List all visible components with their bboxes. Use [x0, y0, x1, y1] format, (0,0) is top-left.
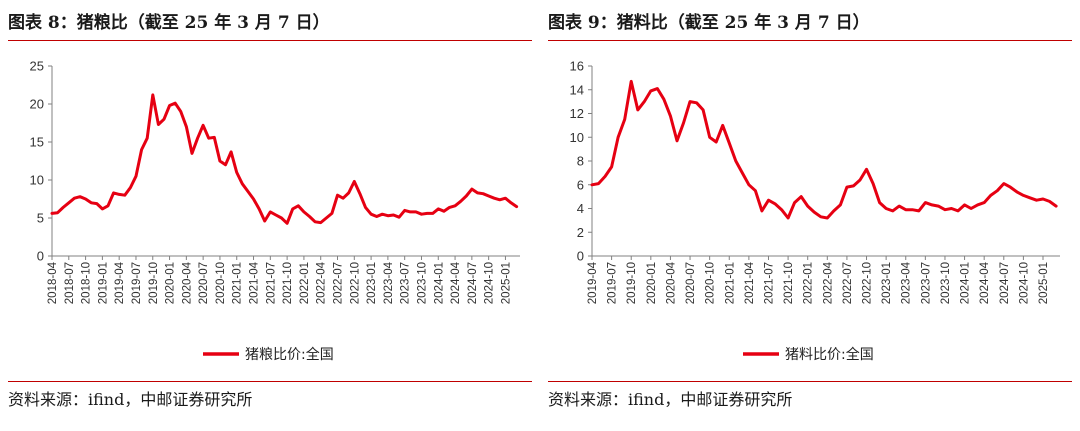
x-tick-label: 2020-10: [705, 262, 717, 304]
title-divider: [548, 40, 1072, 41]
x-tick-label: 2022-10: [862, 262, 874, 304]
y-tick-label: 10: [30, 173, 44, 188]
x-tick-label: 2024-01: [433, 262, 445, 304]
pig-grain-ratio-chart: 0 5 10 15 20 25 2018-04 2018-07 2018-10 2019-01 20…: [30, 59, 520, 363]
source-note: 资料来源：ifind，中邮证券研究所: [548, 390, 793, 409]
x-tick-label: 2024-04: [979, 261, 991, 304]
x-tick-label: 2022-04: [822, 261, 834, 304]
chart-title: 图表 9：猪料比（截至 25 年 3 月 7 日）: [548, 13, 870, 33]
x-tick-label: 2023-10: [416, 262, 428, 304]
x-tick-label: 2020-01: [165, 262, 177, 304]
x-tick-label: 2023-07: [920, 262, 932, 304]
x-tick-label: 2021-01: [232, 262, 244, 304]
legend-label: 猪粮比价:全国: [245, 346, 334, 363]
x-tick-label: 2022-10: [349, 262, 361, 304]
y-tick-label: 10: [570, 130, 584, 145]
x-tick-label: 2023-01: [881, 262, 893, 304]
x-tick-label: 2024-10: [484, 262, 496, 304]
x-tick-label: 2023-04: [901, 261, 913, 304]
x-tick-label: 2023-04: [383, 261, 395, 304]
series-line: [590, 79, 1058, 220]
x-tick-label: 2022-04: [316, 261, 328, 304]
x-tick-label: 2019-01: [97, 262, 109, 304]
x-tick-label: 2021-10: [783, 262, 795, 304]
x-tick-label: 2019-07: [131, 262, 143, 304]
x-tick-label: 2021-01: [724, 262, 736, 304]
y-tick-label: 0: [37, 249, 44, 264]
x-tick-label: 2023-10: [940, 262, 952, 304]
x-tick-label: 2024-07: [999, 262, 1011, 304]
y-tick-label: 16: [570, 59, 584, 74]
x-tick-label: 2022-01: [803, 262, 815, 304]
y-tick-label: 15: [30, 135, 44, 150]
x-tick-label: 2019-07: [607, 262, 619, 304]
source-divider: [8, 381, 532, 382]
chart-title: 图表 8：猪粮比（截至 25 年 3 月 7 日）: [8, 13, 330, 33]
source-divider: [548, 381, 1072, 382]
y-tick-label: 2: [577, 225, 584, 240]
y-tick-label: 20: [30, 97, 44, 112]
x-tick-label: 2021-10: [282, 262, 294, 304]
x-tick-label: 2019-10: [148, 262, 160, 304]
chart-panel-pig-feed: 图表 9：猪料比（截至 25 年 3 月 7 日） 0 2 4 6 8 10 12 14 16 2…: [548, 0, 1078, 431]
chart-panel-pig-grain: 图表 8：猪粮比（截至 25 年 3 月 7 日） 0 5 10 15 20 25 2018…: [8, 0, 538, 431]
x-tick-label: 2021-07: [763, 262, 775, 304]
pig-feed-ratio-chart: 0 2 4 6 8 10 12 14 16 2019-04 2019-07 2019-10 2020-0…: [570, 59, 1060, 363]
x-tick-label: 2021-04: [249, 261, 261, 304]
y-tick-label: 25: [30, 59, 44, 74]
x-tick-label: 2019-10: [626, 262, 638, 304]
x-tick-label: 2025-01: [500, 262, 512, 304]
x-tick-label: 2023-01: [366, 262, 378, 304]
series-line: [50, 93, 519, 225]
x-tick-label: 2023-07: [400, 262, 412, 304]
x-tick-label: 2020-10: [215, 262, 227, 304]
y-tick-label: 6: [577, 177, 584, 192]
x-tick-label: 2022-01: [299, 262, 311, 304]
x-tick-label: 2024-10: [1018, 262, 1030, 304]
x-tick-label: 2018-10: [81, 262, 93, 304]
source-note: 资料来源：ifind，中邮证券研究所: [8, 390, 253, 409]
x-tick-label: 2020-04: [665, 261, 677, 304]
x-tick-label: 2018-07: [64, 262, 76, 304]
x-tick-label: 2019-04: [587, 261, 599, 304]
x-tick-label: 2024-01: [960, 262, 972, 304]
y-tick-label: 14: [570, 82, 584, 97]
x-tick-label: 2025-01: [1038, 262, 1050, 304]
x-tick-label: 2022-07: [842, 262, 854, 304]
legend-label: 猪料比价:全国: [785, 346, 874, 363]
x-tick-label: 2021-07: [265, 262, 277, 304]
y-tick-label: 5: [37, 211, 44, 226]
x-tick-label: 2022-07: [333, 262, 345, 304]
x-tick-label: 2020-07: [685, 262, 697, 304]
x-tick-label: 2019-04: [114, 261, 126, 304]
x-tick-label: 2020-01: [646, 262, 658, 304]
x-tick-label: 2021-04: [744, 261, 756, 304]
x-tick-label: 2018-04: [47, 261, 59, 304]
y-tick-label: 8: [577, 154, 584, 169]
y-tick-label: 4: [577, 201, 584, 216]
y-tick-label: 12: [570, 106, 584, 121]
x-tick-label: 2024-04: [450, 261, 462, 304]
title-divider: [8, 40, 532, 41]
x-tick-label: 2024-07: [467, 262, 479, 304]
x-tick-label: 2020-04: [181, 261, 193, 304]
x-tick-label: 2020-07: [198, 262, 210, 304]
y-tick-label: 0: [577, 249, 584, 264]
